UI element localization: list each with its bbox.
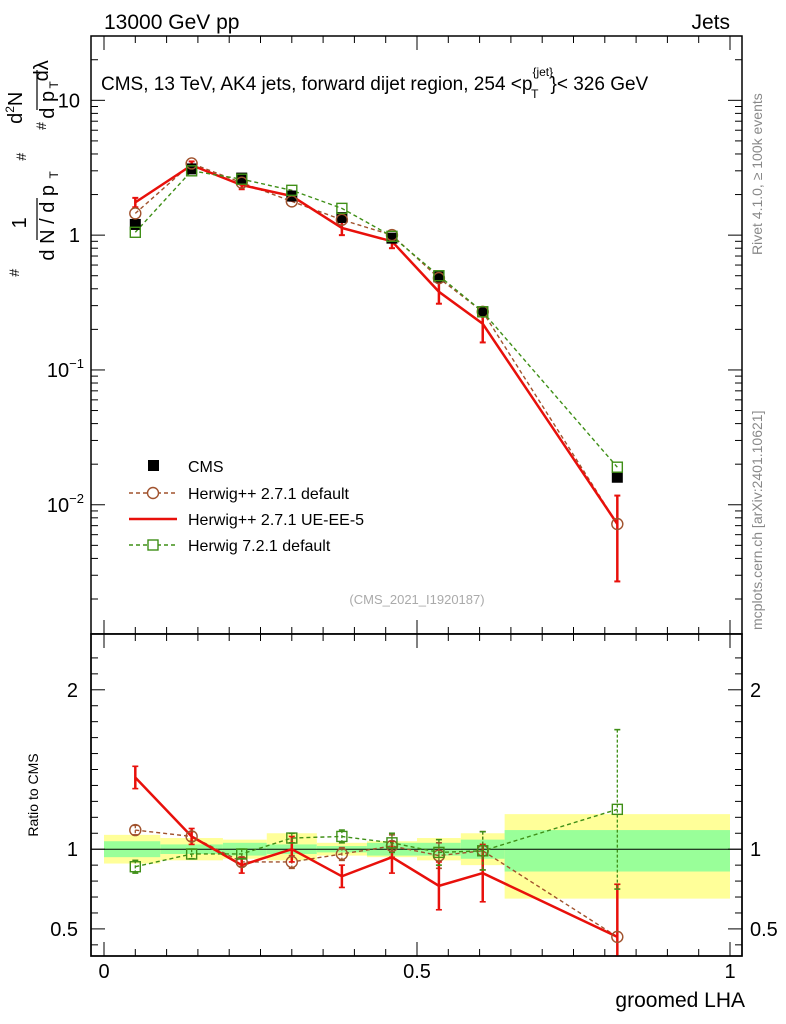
main-frame	[90, 35, 743, 635]
legend-marker-herwig-pp-default	[146, 486, 160, 500]
ratio-marker-square	[386, 837, 398, 849]
ratio-y-tick-label-right: 0.5	[750, 919, 778, 941]
main-y-axis-label: # 1 d N / d p T # d2N d p T dλ #	[2, 55, 63, 277]
legend-label-herwig-pp-ueee5: Herwig++ 2.7.1 UE-EE-5	[188, 512, 364, 529]
main-y-tick-label: 10−2	[47, 491, 84, 517]
main-marker-square	[477, 306, 489, 318]
ratio-marker-square	[336, 830, 348, 843]
main-y-tick-label: 1	[69, 225, 80, 247]
main-marker-square	[386, 230, 398, 243]
ratio-marker-circle	[235, 855, 248, 869]
legend-marker-cms	[148, 460, 159, 471]
main-series-line-2	[134, 170, 618, 468]
ratio-marker-circle	[129, 823, 142, 837]
legend-label-herwig7: Herwig 7.2.1 default	[188, 538, 331, 555]
ratio-marker-square	[433, 846, 445, 859]
category-label: Jets	[691, 11, 730, 34]
source-label: mcplots.cern.ch [arXiv:2401.10621]	[749, 411, 765, 630]
ratio-y-tick-label: 0.5	[50, 919, 78, 941]
plot-title-sub: T	[531, 87, 539, 101]
main-panel: 10 1 10−1 10−2 CMS, 13 TeV, AK4 jets, forwa…	[47, 35, 743, 635]
ratio-marker-circle	[285, 855, 298, 869]
main-marker-square	[336, 202, 348, 215]
cms-data-point	[477, 306, 489, 318]
plot-title-end: }< 326 GeV	[551, 74, 649, 95]
main-marker-square	[185, 165, 198, 177]
ratio-marker-circle	[335, 847, 349, 861]
legend-label-cms: CMS	[188, 459, 224, 476]
plot-title: CMS, 13 TeV, AK4 jets, forward dijet reg…	[101, 65, 649, 101]
main-y-tick-label: 10−1	[47, 356, 84, 382]
ratio-y-tick-label: 2	[67, 680, 78, 702]
main-marker-square	[236, 173, 248, 185]
ratio-marker-square	[611, 803, 624, 816]
main-marker-square	[286, 184, 298, 197]
ratio-data-layer	[129, 728, 624, 956]
main-data-layer	[129, 157, 624, 583]
analysis-id: (CMS_2021_I1920187)	[349, 592, 484, 607]
ratio-marker-square	[129, 861, 142, 873]
ratio-y-tick-label-right: 1	[750, 839, 761, 861]
main-marker-square	[433, 270, 445, 282]
ratio-panel: 0.5 0.51 12 2 0 0.5 1	[50, 633, 778, 983]
ratio-marker-circle	[611, 930, 624, 944]
cms-data-point	[129, 218, 141, 230]
main-marker-circle	[611, 517, 624, 531]
plot-title-sup: {jet}	[532, 65, 553, 79]
ratio-frame	[90, 633, 743, 957]
x-axis-label: groomed LHA	[615, 989, 745, 1012]
main-marker-circle	[335, 213, 349, 226]
plot-title-main: CMS, 13 TeV, AK4 jets, forward dijet reg…	[101, 74, 532, 95]
ratio-frame-outline	[90, 633, 743, 957]
ratio-y-tick-label-right: 2	[750, 680, 761, 702]
cms-data-point	[386, 232, 398, 244]
ratio-y-axis: 0.5 0.5 1 1 2 2	[50, 657, 778, 946]
ratio-y-tick-label: 1	[67, 839, 78, 861]
legend: CMS Herwig++ 2.7.1 default Herwig++ 2.7.…	[129, 459, 364, 555]
cms-data-point	[236, 172, 248, 184]
rivet-version-label: Rivet 4.1.0, ≥ 100k events	[749, 93, 765, 255]
main-marker-square	[129, 226, 142, 238]
ratio-marker-square	[477, 845, 489, 857]
legend-marker-herwig7	[147, 539, 159, 551]
main-y-axis: 10 1 10−1 10−2	[47, 35, 742, 600]
cms-data-point	[336, 212, 348, 224]
energy-label: 13000 GeV pp	[104, 11, 239, 34]
x-tick-label: 1	[724, 961, 735, 983]
ratio-y-axis-label: Ratio to CMS	[25, 753, 41, 836]
ratio-marker-square	[236, 848, 248, 860]
cms-data-point	[611, 471, 623, 483]
main-y-axis-label-text: # 1 d N / d p T # d2N d p T dλ #	[2, 55, 63, 277]
ratio-marker-square	[286, 832, 298, 844]
ratio-x-axis: 0 0.5 1	[98, 634, 736, 983]
main-marker-circle	[129, 207, 142, 220]
ratio-marker-square	[185, 848, 198, 860]
main-marker-square	[611, 461, 624, 473]
x-tick-label: 0	[98, 961, 109, 983]
main-marker-circle	[185, 157, 198, 170]
legend-label-herwig-pp-default: Herwig++ 2.7.1 default	[188, 486, 350, 503]
x-tick-label: 0.5	[403, 961, 431, 983]
main-y-tick-label: 10	[58, 90, 80, 112]
ratio-marker-circle	[185, 830, 198, 843]
cms-data-point	[433, 271, 445, 283]
main-x-ticks	[103, 36, 731, 634]
